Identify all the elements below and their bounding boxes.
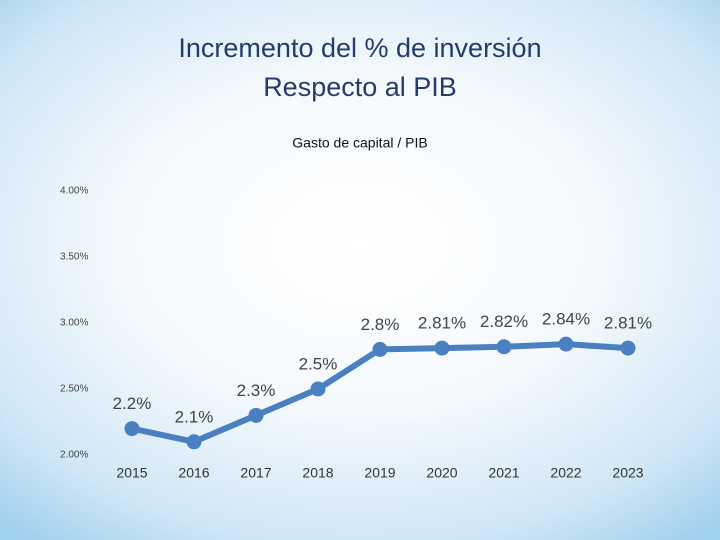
y-tick-label: 2.00%	[60, 450, 88, 461]
x-tick-label: 2018	[302, 465, 333, 481]
y-tick-label: 4.00%	[60, 186, 88, 197]
value-label: 2.5%	[299, 354, 338, 373]
y-tick-label: 2.50%	[60, 384, 88, 395]
marker	[124, 421, 140, 437]
value-label: 2.2%	[113, 394, 152, 413]
x-tick-label: 2022	[550, 465, 581, 481]
chart-title: Incremento del % de inversión	[178, 33, 541, 63]
y-tick-label: 3.50%	[60, 252, 88, 263]
marker	[248, 407, 264, 423]
chart-subtitle: Gasto de capital / PIB	[292, 135, 427, 151]
marker	[558, 336, 574, 352]
marker	[434, 340, 450, 356]
value-label: 2.3%	[237, 381, 276, 400]
value-label: 2.81%	[604, 314, 652, 333]
value-label: 2.8%	[361, 315, 400, 334]
marker	[186, 434, 202, 450]
x-tick-label: 2023	[612, 465, 643, 481]
x-tick-label: 2017	[240, 465, 271, 481]
marker	[496, 339, 512, 355]
value-label: 2.82%	[480, 312, 528, 331]
y-tick-label: 3.00%	[60, 318, 88, 329]
line	[131, 341, 629, 445]
x-tick-label: 2016	[178, 465, 209, 481]
x-tick-label: 2019	[364, 465, 395, 481]
chart-title: Respecto al PIB	[263, 72, 457, 102]
x-tick-label: 2020	[426, 465, 457, 481]
marker	[372, 341, 388, 357]
value-label: 2.1%	[175, 407, 214, 426]
value-label: 2.81%	[418, 314, 466, 333]
x-tick-label: 2021	[488, 465, 519, 481]
x-tick-label: 2015	[116, 465, 147, 481]
marker	[310, 381, 326, 397]
marker	[620, 340, 636, 356]
value-label: 2.84%	[542, 310, 590, 329]
